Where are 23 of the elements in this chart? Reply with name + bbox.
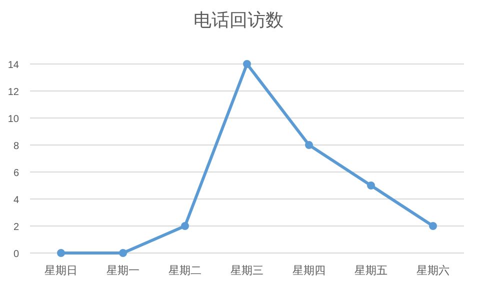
y-tick-label: 0 xyxy=(13,249,20,260)
x-tick-label: 星期四 xyxy=(292,265,326,277)
y-tick-label: 14 xyxy=(8,60,20,71)
y-tick-label: 4 xyxy=(13,195,20,206)
x-tick-label: 星期一 xyxy=(106,265,140,277)
point xyxy=(181,222,189,230)
point xyxy=(305,141,313,149)
x-tick-label: 星期日 xyxy=(44,265,78,277)
y-tick-label: 10 xyxy=(8,114,20,125)
x-tick-label: 星期五 xyxy=(354,265,388,277)
point xyxy=(429,222,437,230)
y-tick-label: 8 xyxy=(13,141,20,152)
x-tick-label: 星期六 xyxy=(416,264,450,277)
y-tick-label: 6 xyxy=(13,168,20,179)
x-tick-label: 星期二 xyxy=(168,265,202,277)
point xyxy=(243,60,251,68)
point xyxy=(57,249,65,257)
point xyxy=(119,249,127,257)
point xyxy=(367,182,375,190)
y-tick-label: 12 xyxy=(8,87,20,98)
x-tick-label: 星期三 xyxy=(230,265,264,277)
title: 电话回访数 xyxy=(194,10,284,30)
y-tick-label: 2 xyxy=(13,222,20,233)
